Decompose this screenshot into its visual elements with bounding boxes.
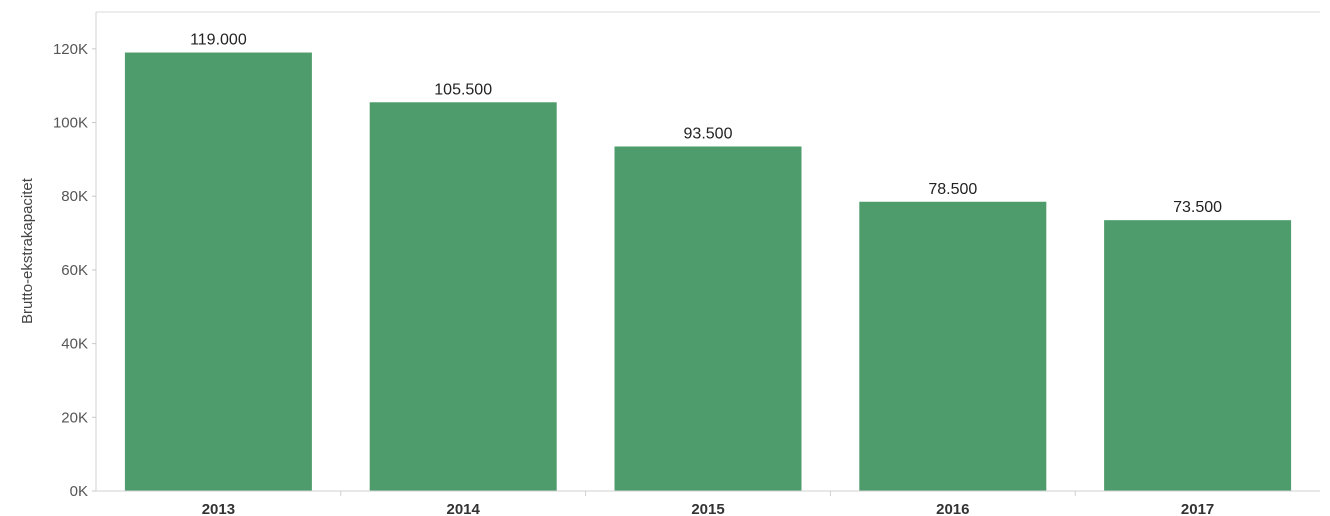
bar-2015 [614,146,802,491]
data-labels: 119.000 105.500 93.500 78.500 73.500 [190,32,1222,217]
x-tick-label-2013: 2013 [202,501,235,516]
data-label-2013: 119.000 [190,32,247,49]
x-tick-label-2015: 2015 [691,501,724,516]
data-label-2017: 73.500 [1173,199,1222,216]
x-axis: 2013 2014 2015 2016 2017 [96,490,1320,516]
bar-2016 [859,201,1047,491]
y-tick-label: 40K [61,336,88,353]
data-label-2016: 78.500 [928,181,977,198]
y-axis: 0K 20K 40K 60K 80K 100K 120K [53,12,97,500]
bar-2017 [1104,220,1292,491]
data-label-2014: 105.500 [434,81,492,98]
data-label-2015: 93.500 [684,125,733,142]
bar-2014 [369,102,557,492]
y-tick-label: 0K [70,483,88,500]
bars-layer [124,52,1292,492]
x-tick-label-2016: 2016 [936,501,969,516]
bar-2013 [124,52,312,492]
y-tick-label: 80K [61,188,88,205]
x-tick-label-2014: 2014 [447,501,481,516]
x-tick-label-2017: 2017 [1181,501,1214,516]
y-tick-label: 20K [61,409,88,426]
y-tick-label: 120K [53,41,88,58]
y-tick-label: 60K [61,262,88,279]
y-axis-title: Brutto-ekstrakapacitet [19,177,36,324]
y-tick-label: 100K [53,115,88,132]
